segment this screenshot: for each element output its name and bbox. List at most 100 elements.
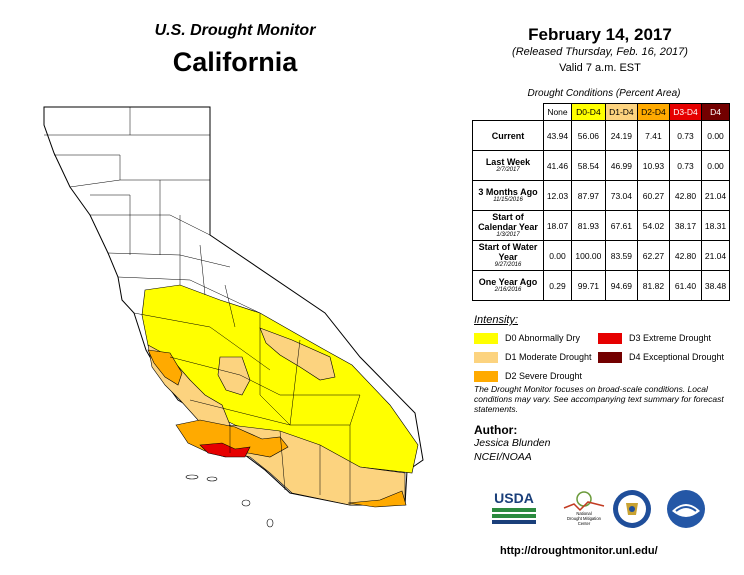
table-header-row: None D0-D4 D1-D4 D2-D4 D3-D4 D4 <box>472 103 730 121</box>
swatch-d1 <box>474 351 498 363</box>
swatch-d3 <box>598 332 622 344</box>
table-cell: 81.93 <box>570 210 606 241</box>
svg-text:Drought Mitigation: Drought Mitigation <box>567 516 602 521</box>
row-label: 3 Months Ago 11/15/2016 <box>472 180 544 211</box>
table-row: Current 43.94 56.06 24.19 7.41 0.73 0.00 <box>472 120 730 151</box>
table-cell: 61.40 <box>668 270 703 301</box>
d2-region-sd <box>347 490 407 508</box>
island-4 <box>266 518 274 528</box>
island-3 <box>241 499 251 507</box>
table-cell: 0.73 <box>668 150 703 181</box>
author-org: NCEI/NOAA <box>474 451 532 463</box>
disclaimer-note: The Drought Monitor focuses on broad-sca… <box>474 384 724 414</box>
table-cell: 21.04 <box>701 180 730 211</box>
table-row: 3 Months Ago 11/15/2016 12.03 87.97 73.04… <box>472 180 730 211</box>
table-cell: 0.29 <box>543 270 572 301</box>
legend-item-d3: D3 Extreme Drought <box>598 331 738 345</box>
author-heading: Author: <box>474 423 518 437</box>
legend-title: Intensity: <box>474 314 519 326</box>
col-header-d0-d4: D0-D4 <box>570 103 606 121</box>
table-cell: 62.27 <box>636 240 670 271</box>
col-header-d1-d4: D1-D4 <box>604 103 638 121</box>
d3-region <box>199 442 251 458</box>
usda-logo-text: USDA <box>494 490 534 506</box>
table-row: Last Week 2/7/2017 41.46 58.54 46.99 10.9… <box>472 150 730 181</box>
col-header-d3-d4: D3-D4 <box>668 103 703 121</box>
table-cell: 42.80 <box>668 180 703 211</box>
swatch-d0 <box>474 332 498 344</box>
row-label: Start of Water Year 9/27/2016 <box>472 240 544 271</box>
table-cell: 42.80 <box>668 240 703 271</box>
table-cell: 83.59 <box>604 240 638 271</box>
ndmc-logo-icon: National Drought Mitigation Center <box>563 491 605 526</box>
table-cell: 41.46 <box>543 150 572 181</box>
table-cell: 73.04 <box>604 180 638 211</box>
legend-item-d0: D0 Abnormally Dry <box>474 331 594 345</box>
legend-item-d1: D1 Moderate Drought <box>474 350 594 364</box>
row-label: Start of Calendar Year 1/3/2017 <box>472 210 544 241</box>
row-label: Last Week 2/7/2017 <box>472 150 544 181</box>
island-2 <box>206 476 218 482</box>
col-header-d4: D4 <box>701 103 730 121</box>
svg-text:Center: Center <box>578 521 591 526</box>
table-cell: 18.07 <box>543 210 572 241</box>
ndmc-logo: National Drought Mitigation Center <box>560 490 608 526</box>
legend-label: D1 Moderate Drought <box>505 352 592 362</box>
table-cell: 12.03 <box>543 180 572 211</box>
table-cell: 46.99 <box>604 150 638 181</box>
table-row: One Year Ago 2/16/2016 0.29 99.71 94.69 8… <box>472 270 730 301</box>
noaa-logo-icon <box>666 489 706 529</box>
table-cell: 58.54 <box>570 150 606 181</box>
legend-item-d2: D2 Severe Drought <box>474 369 594 383</box>
table-cell: 0.00 <box>701 120 730 151</box>
legend-label: D0 Abnormally Dry <box>505 333 581 343</box>
table-cell: 81.82 <box>636 270 670 301</box>
table-corner <box>472 103 544 121</box>
legend-col-right: D3 Extreme Drought D4 Exceptional Drough… <box>598 331 738 364</box>
svg-text:National: National <box>576 511 591 516</box>
table-cell: 0.73 <box>668 120 703 151</box>
table-cell: 43.94 <box>543 120 572 151</box>
table-cell: 24.19 <box>604 120 638 151</box>
table-cell: 100.00 <box>570 240 606 271</box>
table-cell: 0.00 <box>543 240 572 271</box>
d1-region-valley <box>217 356 251 396</box>
author-name: Jessica Blunden <box>474 437 551 449</box>
row-label: Current <box>472 120 544 151</box>
swatch-d4 <box>598 351 622 363</box>
table-row: Start of Calendar Year 1/3/2017 18.07 81.… <box>472 210 730 241</box>
table-cell: 94.69 <box>604 270 638 301</box>
legend-item-d4: D4 Exceptional Drought <box>598 350 738 364</box>
table-cell: 54.02 <box>636 210 670 241</box>
table-cell: 87.97 <box>570 180 606 211</box>
d1-region-central <box>259 327 336 381</box>
swatch-d2 <box>474 370 498 382</box>
map-date: February 14, 2017 <box>528 25 672 44</box>
island-1 <box>185 474 199 480</box>
d2-region-coast <box>147 349 183 386</box>
table-cell: 10.93 <box>636 150 670 181</box>
california-drought-map <box>43 106 424 528</box>
table-caption: Drought Conditions (Percent Area) <box>527 88 681 99</box>
col-header-d2-d4: D2-D4 <box>636 103 670 121</box>
table-cell: 21.04 <box>701 240 730 271</box>
usda-logo: USDA <box>492 490 536 526</box>
drought-conditions-table: None D0-D4 D1-D4 D2-D4 D3-D4 D4 Current … <box>472 103 730 301</box>
state-title: California <box>172 47 298 77</box>
table-cell: 38.17 <box>668 210 703 241</box>
table-cell: 7.41 <box>636 120 670 151</box>
commerce-seal-icon <box>612 489 652 529</box>
table-cell: 38.48 <box>701 270 730 301</box>
table-cell: 0.00 <box>701 150 730 181</box>
legend-label: D3 Extreme Drought <box>629 333 712 343</box>
table-cell: 60.27 <box>636 180 670 211</box>
release-date: (Released Thursday, Feb. 16, 2017) <box>512 46 688 58</box>
table-cell: 18.31 <box>701 210 730 241</box>
source-url[interactable]: http://droughtmonitor.unl.edu/ <box>500 545 658 557</box>
row-label: One Year Ago 2/16/2016 <box>472 270 544 301</box>
table-row: Start of Water Year 9/27/2016 0.00 100.00… <box>472 240 730 271</box>
col-header-none: None <box>543 103 572 121</box>
valid-time: Valid 7 a.m. EST <box>559 62 641 74</box>
legend-col-left: D0 Abnormally Dry D1 Moderate Drought D2… <box>474 331 594 383</box>
legend-label: D4 Exceptional Drought <box>629 352 725 362</box>
